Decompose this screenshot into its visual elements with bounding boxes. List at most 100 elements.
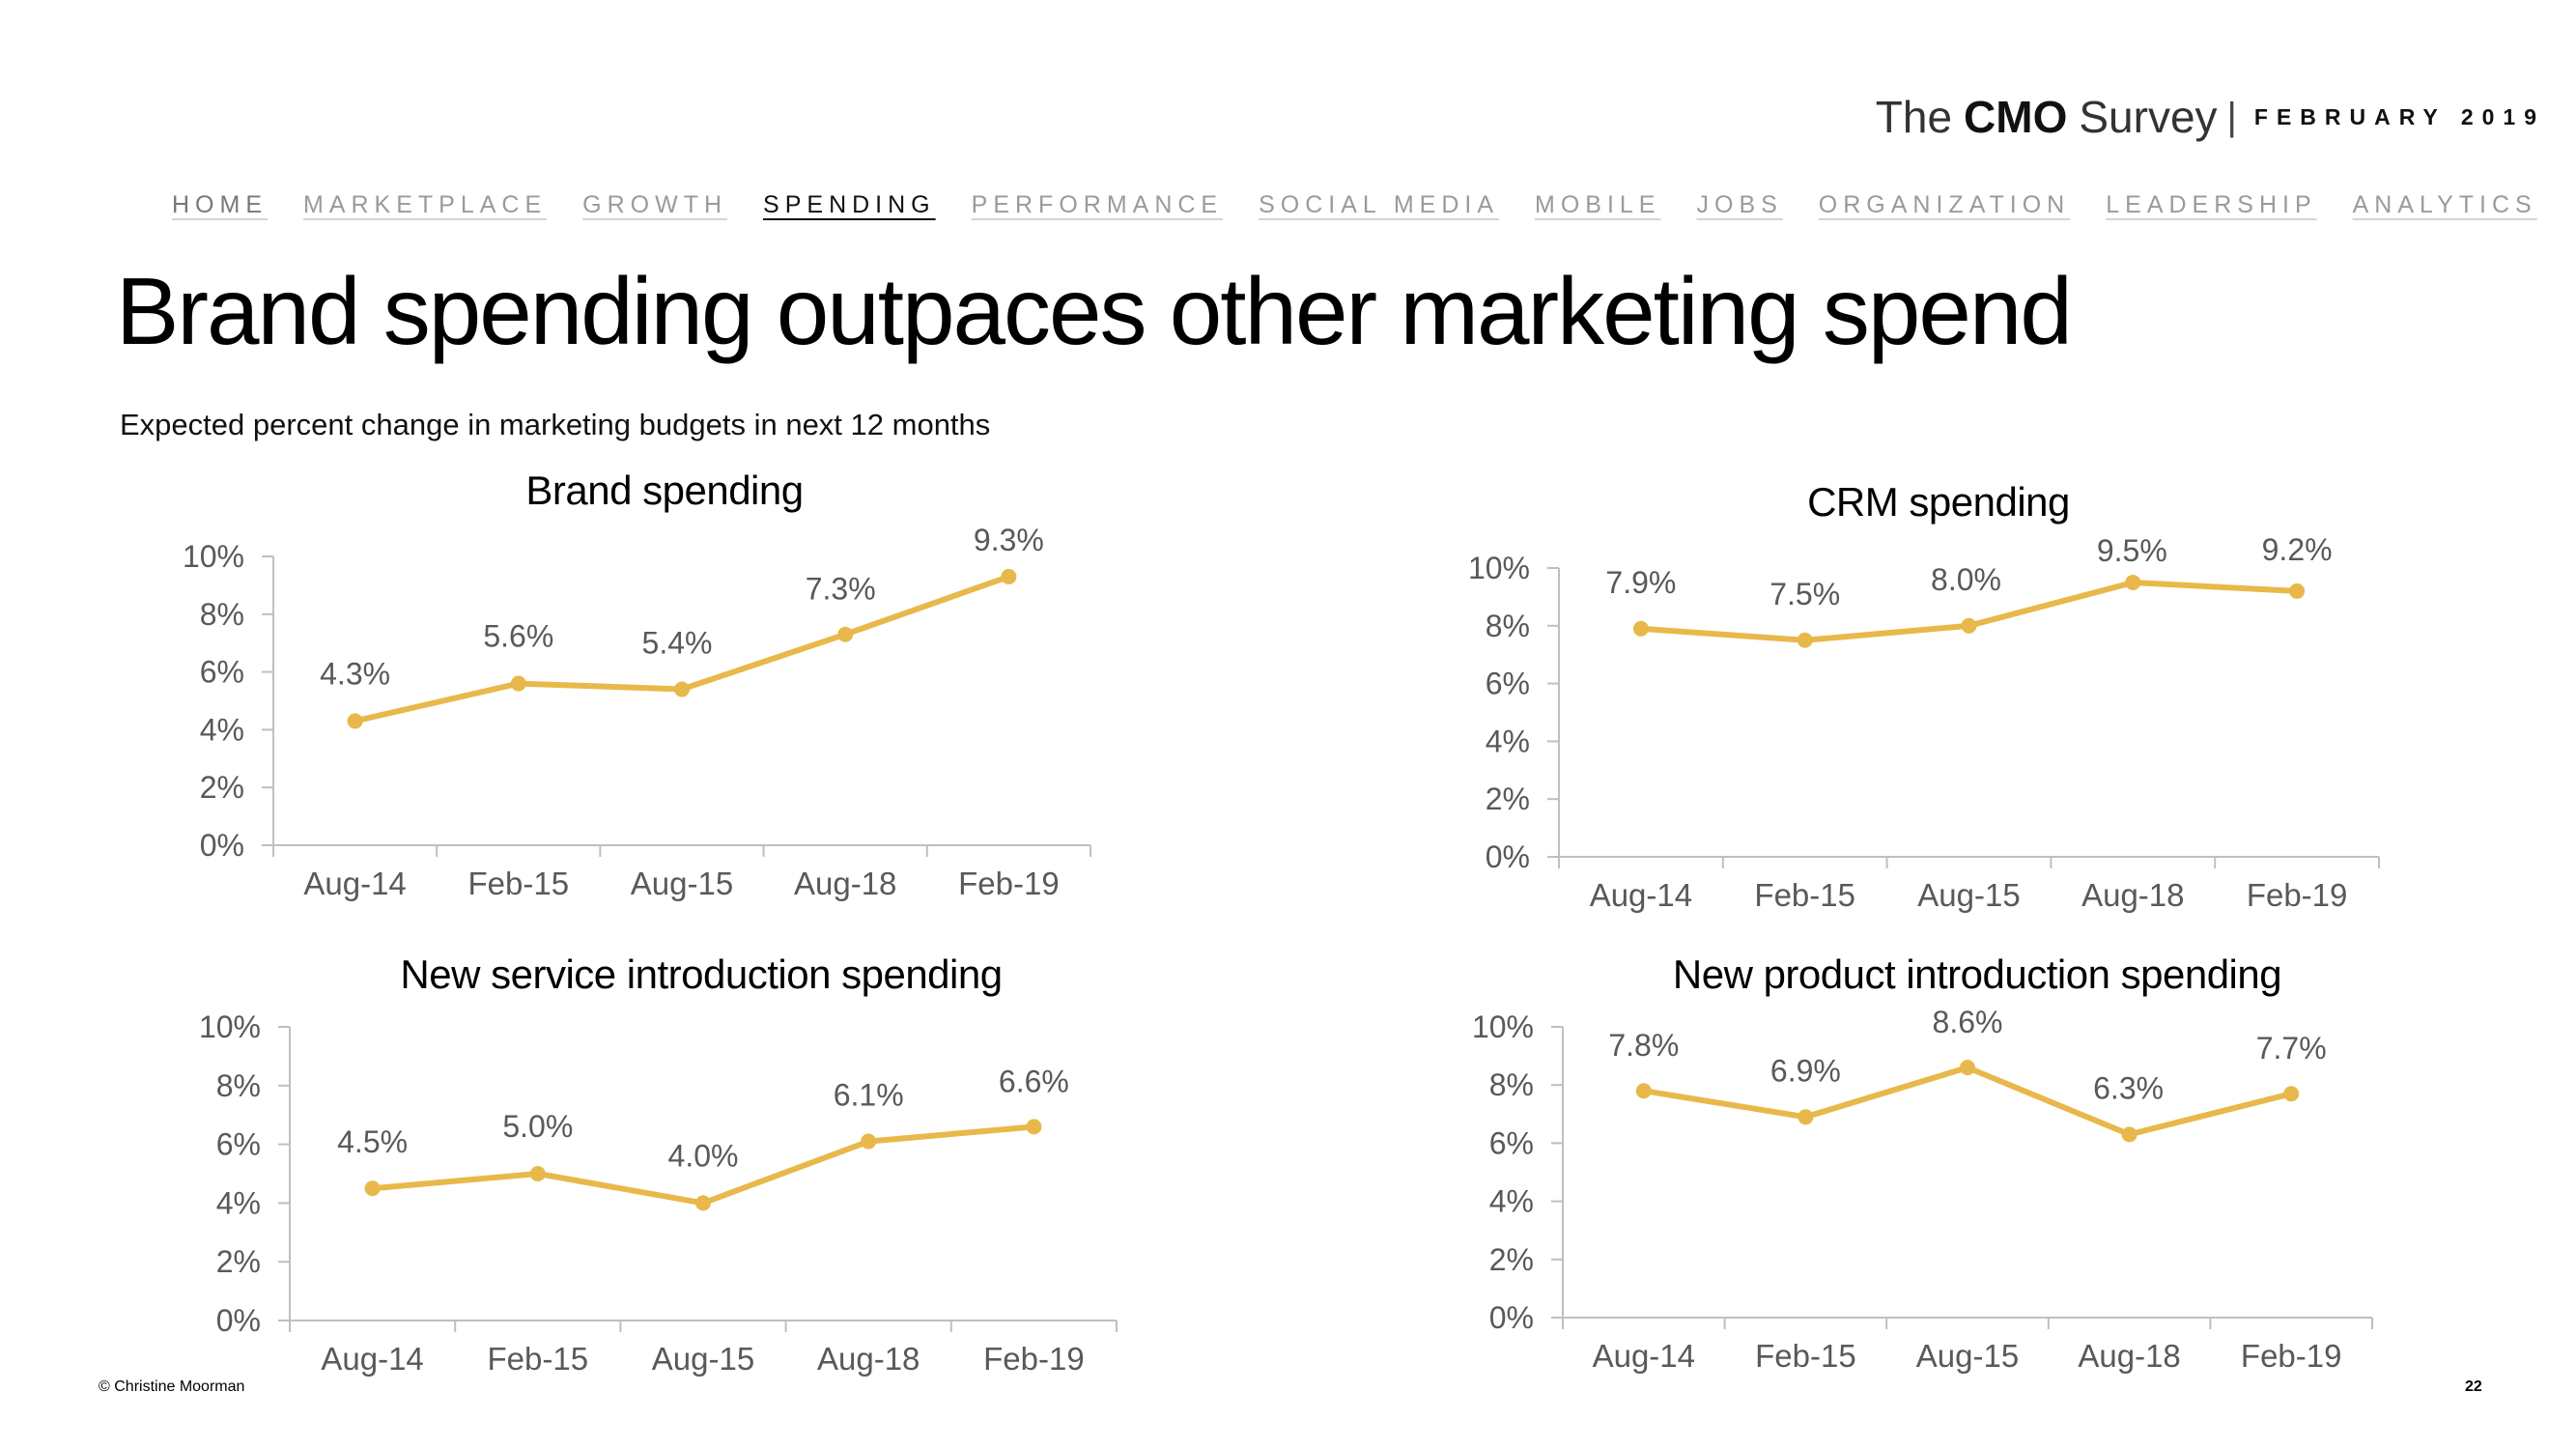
chart-title: Brand spending <box>525 468 803 513</box>
x-tick-label: Feb-15 <box>488 1341 589 1377</box>
x-tick-label: Aug-14 <box>303 866 406 901</box>
page-title: Brand spending outpaces other marketing … <box>116 258 2073 364</box>
data-point <box>674 681 690 697</box>
page-number: 22 <box>2465 1378 2482 1395</box>
data-label: 6.9% <box>1770 1053 1841 1088</box>
x-tick-label: Aug-14 <box>1593 1338 1695 1374</box>
data-label: 7.7% <box>2256 1031 2327 1065</box>
logo-date: FEBRUARY 2019 <box>2253 103 2545 129</box>
y-tick-label: 6% <box>1486 667 1530 701</box>
page-subtitle: Expected percent change in marketing bud… <box>120 408 991 441</box>
chart-title: New service introduction spending <box>400 952 1002 997</box>
data-point <box>347 713 363 729</box>
data-label: 7.8% <box>1608 1028 1679 1063</box>
chart-title: CRM spending <box>1807 479 2070 525</box>
data-point <box>1001 568 1017 584</box>
data-point <box>2121 1126 2137 1143</box>
x-tick-label: Aug-18 <box>794 866 896 901</box>
nav-item-growth[interactable]: GROWTH <box>582 191 728 218</box>
data-label: 7.5% <box>1769 577 1840 611</box>
data-label: 6.1% <box>834 1078 904 1113</box>
y-tick-label: 0% <box>1489 1300 1534 1335</box>
y-tick-label: 6% <box>200 655 244 690</box>
y-tick-label: 2% <box>1486 781 1530 816</box>
y-tick-label: 4% <box>1486 724 1530 758</box>
x-tick-label: Aug-15 <box>1917 877 2020 913</box>
x-tick-label: Aug-15 <box>631 866 733 901</box>
nav-item-organization[interactable]: ORGANIZATION <box>1818 191 2071 218</box>
y-tick-label: 8% <box>216 1068 261 1103</box>
data-label: 4.0% <box>668 1138 739 1173</box>
x-tick-label: Aug-15 <box>652 1341 754 1377</box>
data-point <box>1026 1119 1042 1135</box>
copyright-footer: © Christine Moorman <box>99 1378 245 1395</box>
data-label: 9.3% <box>974 523 1044 557</box>
x-tick-label: Feb-15 <box>1754 877 1855 913</box>
data-point <box>1797 632 1813 648</box>
x-tick-label: Aug-14 <box>1590 877 1692 913</box>
data-point <box>861 1133 877 1150</box>
y-tick-label: 8% <box>200 597 244 632</box>
x-tick-label: Aug-18 <box>817 1341 920 1377</box>
data-point <box>837 626 854 642</box>
data-label: 9.5% <box>2097 533 2167 568</box>
data-label: 6.3% <box>2093 1070 2164 1105</box>
data-point <box>364 1180 381 1197</box>
y-tick-label: 8% <box>1489 1067 1534 1102</box>
nav-item-jobs[interactable]: JOBS <box>1696 191 1783 218</box>
logo-the: The <box>1875 92 1953 142</box>
y-tick-label: 2% <box>200 770 244 805</box>
top-nav: HOME MARKETPLACE GROWTH SPENDING PERFORMANCE… <box>172 191 2537 220</box>
data-point <box>1961 617 1977 634</box>
x-tick-label: Aug-18 <box>2081 877 2184 913</box>
data-label: 5.0% <box>502 1109 573 1144</box>
chart-title: New product introduction spending <box>1673 952 2281 997</box>
data-point <box>1635 1083 1652 1099</box>
y-tick-label: 4% <box>200 712 244 747</box>
data-label: 5.6% <box>483 619 553 654</box>
data-label: 4.5% <box>337 1124 408 1159</box>
data-point <box>510 675 526 692</box>
x-tick-label: Feb-19 <box>2241 1338 2342 1374</box>
y-tick-label: 0% <box>216 1303 261 1338</box>
y-tick-label: 6% <box>1489 1125 1534 1160</box>
logo-cmo: CMO <box>1964 92 2068 142</box>
series-line <box>1640 1065 2295 1138</box>
data-label: 5.4% <box>642 626 713 661</box>
y-tick-label: 10% <box>199 1009 261 1044</box>
nav-item-marketplace[interactable]: MARKETPLACE <box>303 191 548 218</box>
nav-item-leadership[interactable]: LEADERSHIP <box>2106 191 2317 218</box>
data-point <box>1960 1060 1975 1076</box>
y-tick-label: 2% <box>1489 1242 1534 1277</box>
data-point <box>529 1166 546 1181</box>
nav-item-home[interactable]: HOME <box>172 191 268 218</box>
nav-item-performance[interactable]: PERFORMANCE <box>971 191 1224 218</box>
data-point <box>1798 1109 1814 1125</box>
data-label: 9.2% <box>2262 532 2333 567</box>
y-tick-label: 10% <box>1472 1009 1534 1044</box>
data-label: 7.3% <box>806 572 876 607</box>
nav-item-spending[interactable]: SPENDING <box>763 191 936 218</box>
y-tick-label: 0% <box>1486 839 1530 874</box>
y-tick-label: 0% <box>200 828 244 863</box>
x-tick-label: Feb-19 <box>958 866 1060 901</box>
cmo-survey-logo: The CMO Survey | FEBRUARY 2019 <box>1876 83 2545 151</box>
data-point <box>695 1195 711 1211</box>
x-tick-label: Aug-18 <box>2078 1338 2180 1374</box>
data-label: 8.6% <box>1933 1005 2003 1039</box>
data-label: 7.9% <box>1605 565 1676 600</box>
nav-item-analytics[interactable]: ANALYTICS <box>2352 191 2537 218</box>
y-tick-label: 2% <box>216 1244 261 1279</box>
y-tick-label: 4% <box>216 1185 261 1220</box>
data-label: 8.0% <box>1931 562 2001 597</box>
x-tick-label: Feb-19 <box>983 1341 1085 1377</box>
data-point <box>1632 620 1649 637</box>
nav-item-mobile[interactable]: MOBILE <box>1535 191 1661 218</box>
logo-survey: Survey <box>2079 92 2218 142</box>
data-label: 6.6% <box>999 1064 1069 1098</box>
x-tick-label: Aug-14 <box>321 1341 423 1377</box>
nav-item-social-media[interactable]: SOCIAL MEDIA <box>1259 191 1500 218</box>
logo-separator: | <box>2226 95 2237 138</box>
x-tick-label: Feb-19 <box>2247 877 2348 913</box>
